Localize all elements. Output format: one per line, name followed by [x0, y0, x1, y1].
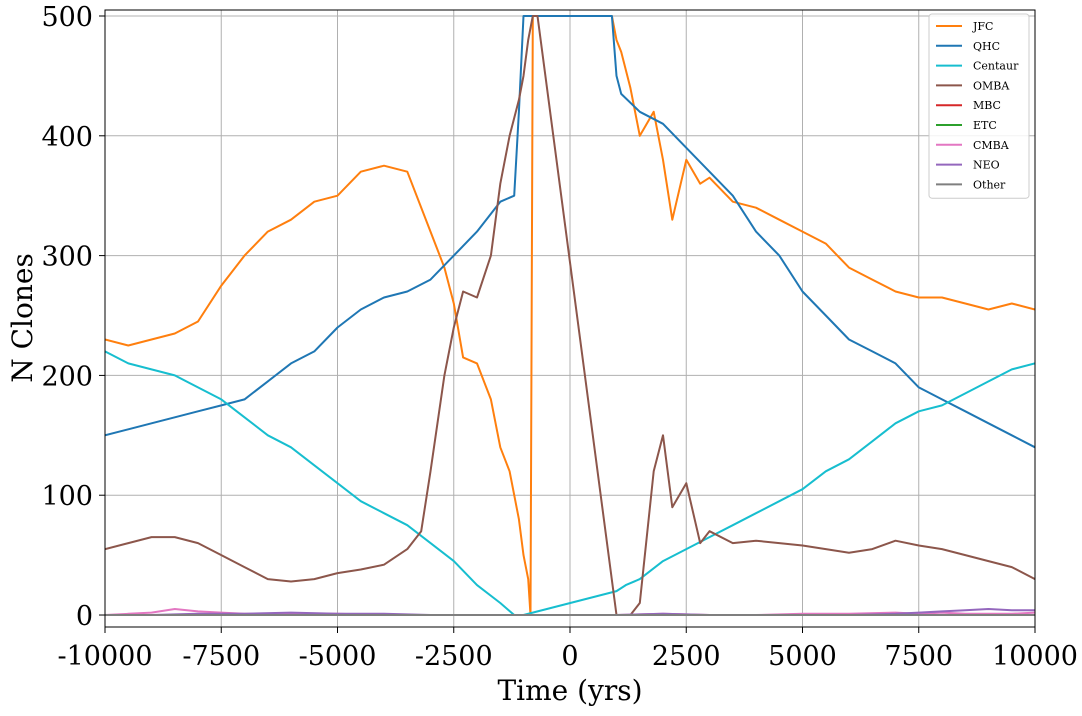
legend: JFC QHC Centaur OMBA MBC ETC CMBA NEO Other [928, 13, 1030, 199]
x-tick-label: -5000 [299, 641, 377, 672]
x-tick-label: 10000 [992, 641, 1078, 672]
x-tick-label: -2500 [415, 641, 493, 672]
legend-entry: JFC [972, 20, 993, 33]
series-line-centaur [105, 350, 1035, 616]
legend-entry: Other [973, 178, 1006, 191]
legend-entry: QHC [973, 40, 1000, 53]
y-axis-label: N Clones [6, 253, 39, 383]
x-tick-label: 7500 [884, 641, 953, 672]
x-axis-label: Time (yrs) [497, 674, 642, 707]
x-ticks: -10000 -7500 -5000 -2500 0 2500 5000 7500 10000 [57, 627, 1078, 672]
x-tick-label: 5000 [768, 641, 837, 672]
y-tick-label: 400 [41, 122, 93, 153]
x-tick-label: -7500 [182, 641, 260, 672]
legend-entry: OMBA [973, 79, 1010, 92]
y-tick-label: 500 [41, 2, 93, 33]
y-tick-label: 200 [41, 361, 93, 392]
legend-entry: ETC [973, 119, 997, 132]
x-tick-label: 0 [561, 641, 578, 672]
y-ticks: 0 100 200 300 400 500 [41, 2, 105, 632]
y-tick-label: 100 [41, 481, 93, 512]
legend-entry: Centaur [973, 60, 1019, 73]
x-tick-label: 2500 [652, 641, 721, 672]
legend-entry: CMBA [973, 139, 1010, 152]
legend-entry: MBC [973, 99, 1001, 112]
y-tick-label: 300 [41, 242, 93, 273]
legend-entry: NEO [973, 159, 1000, 172]
legend-box [928, 13, 1030, 199]
series-lines [105, 15, 1035, 616]
y-tick-label: 0 [76, 601, 93, 632]
series-line-omba [105, 15, 1035, 616]
x-tick-label: -10000 [57, 641, 152, 672]
